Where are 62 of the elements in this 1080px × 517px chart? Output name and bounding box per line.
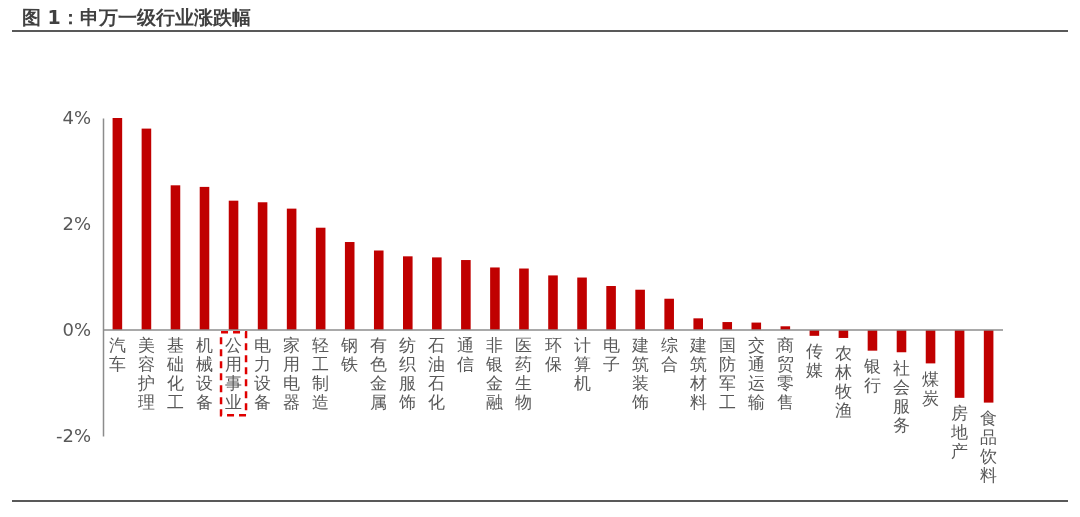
x-tick-label: 建筑材料 <box>688 335 707 413</box>
bar <box>548 275 558 330</box>
x-tick-label: 交通运输 <box>747 335 765 413</box>
bar <box>606 286 616 330</box>
x-tick-label: 建筑装饰 <box>630 335 649 413</box>
bar <box>170 185 181 330</box>
x-tick-label: 轻工制造 <box>312 335 330 413</box>
chart-title: 图 1：申万一级行业涨跌幅 <box>22 6 251 28</box>
bar <box>722 322 733 330</box>
bar <box>519 268 529 330</box>
bar <box>315 227 326 330</box>
x-tick-label: 基础化工 <box>165 335 184 413</box>
bar <box>954 330 965 398</box>
x-tick-label: 通信 <box>457 335 475 375</box>
x-tick-label: 环保 <box>544 335 562 375</box>
bar <box>112 118 123 330</box>
x-tick-label: 食品饮料 <box>979 407 998 485</box>
x-tick-label: 钢铁 <box>340 335 359 375</box>
bar <box>228 200 239 330</box>
x-tick-label: 非银金融 <box>485 335 504 413</box>
x-tick-label: 医药生物 <box>515 335 533 413</box>
bar <box>461 260 471 330</box>
x-tick-label: 房地产 <box>950 403 969 462</box>
bar <box>373 250 384 330</box>
x-tick-label: 美容护理 <box>136 335 155 413</box>
bar <box>577 277 587 330</box>
bar <box>490 267 500 330</box>
x-tick-label: 社会服务 <box>893 357 910 435</box>
x-tick-label: 国防军工 <box>718 335 736 413</box>
x-tick-label: 有色金属 <box>370 335 388 413</box>
x-tick-label: 电子 <box>602 335 620 375</box>
x-tick-label: 电力设备 <box>254 335 272 413</box>
x-tick-label: 商贸零售 <box>776 335 794 413</box>
bar <box>693 318 703 330</box>
x-tick-label: 公用事业 <box>225 335 243 413</box>
x-tick-label: 银行 <box>862 355 881 395</box>
x-tick-label: 纺织服饰 <box>398 335 417 413</box>
bar <box>141 128 152 330</box>
y-tick-label: 2% <box>62 213 91 235</box>
y-tick-label: 0% <box>62 319 91 341</box>
bar <box>403 256 413 330</box>
x-tick-label: 计算机 <box>573 335 591 394</box>
x-tick-label: 煤炭 <box>922 368 940 408</box>
x-tick-label: 传媒 <box>805 341 823 381</box>
bar <box>983 330 994 403</box>
x-tick-label: 汽车 <box>108 335 126 375</box>
y-tick-label: -2% <box>55 425 91 447</box>
bar <box>257 202 268 330</box>
bar <box>664 298 674 330</box>
x-tick-label: 农林牧渔 <box>833 343 852 421</box>
bar <box>867 330 878 351</box>
x-tick-label: 家用电器 <box>283 335 301 413</box>
bar <box>635 289 645 330</box>
x-tick-label: 综合 <box>660 335 678 375</box>
x-tick-label: 机械设备 <box>196 335 213 413</box>
bar <box>925 330 936 364</box>
y-tick-label: 4% <box>62 107 91 129</box>
bar <box>286 208 297 330</box>
x-tick-label: 石油石化 <box>428 335 446 413</box>
bar <box>432 257 442 330</box>
bar <box>199 186 210 330</box>
bar <box>344 242 355 330</box>
